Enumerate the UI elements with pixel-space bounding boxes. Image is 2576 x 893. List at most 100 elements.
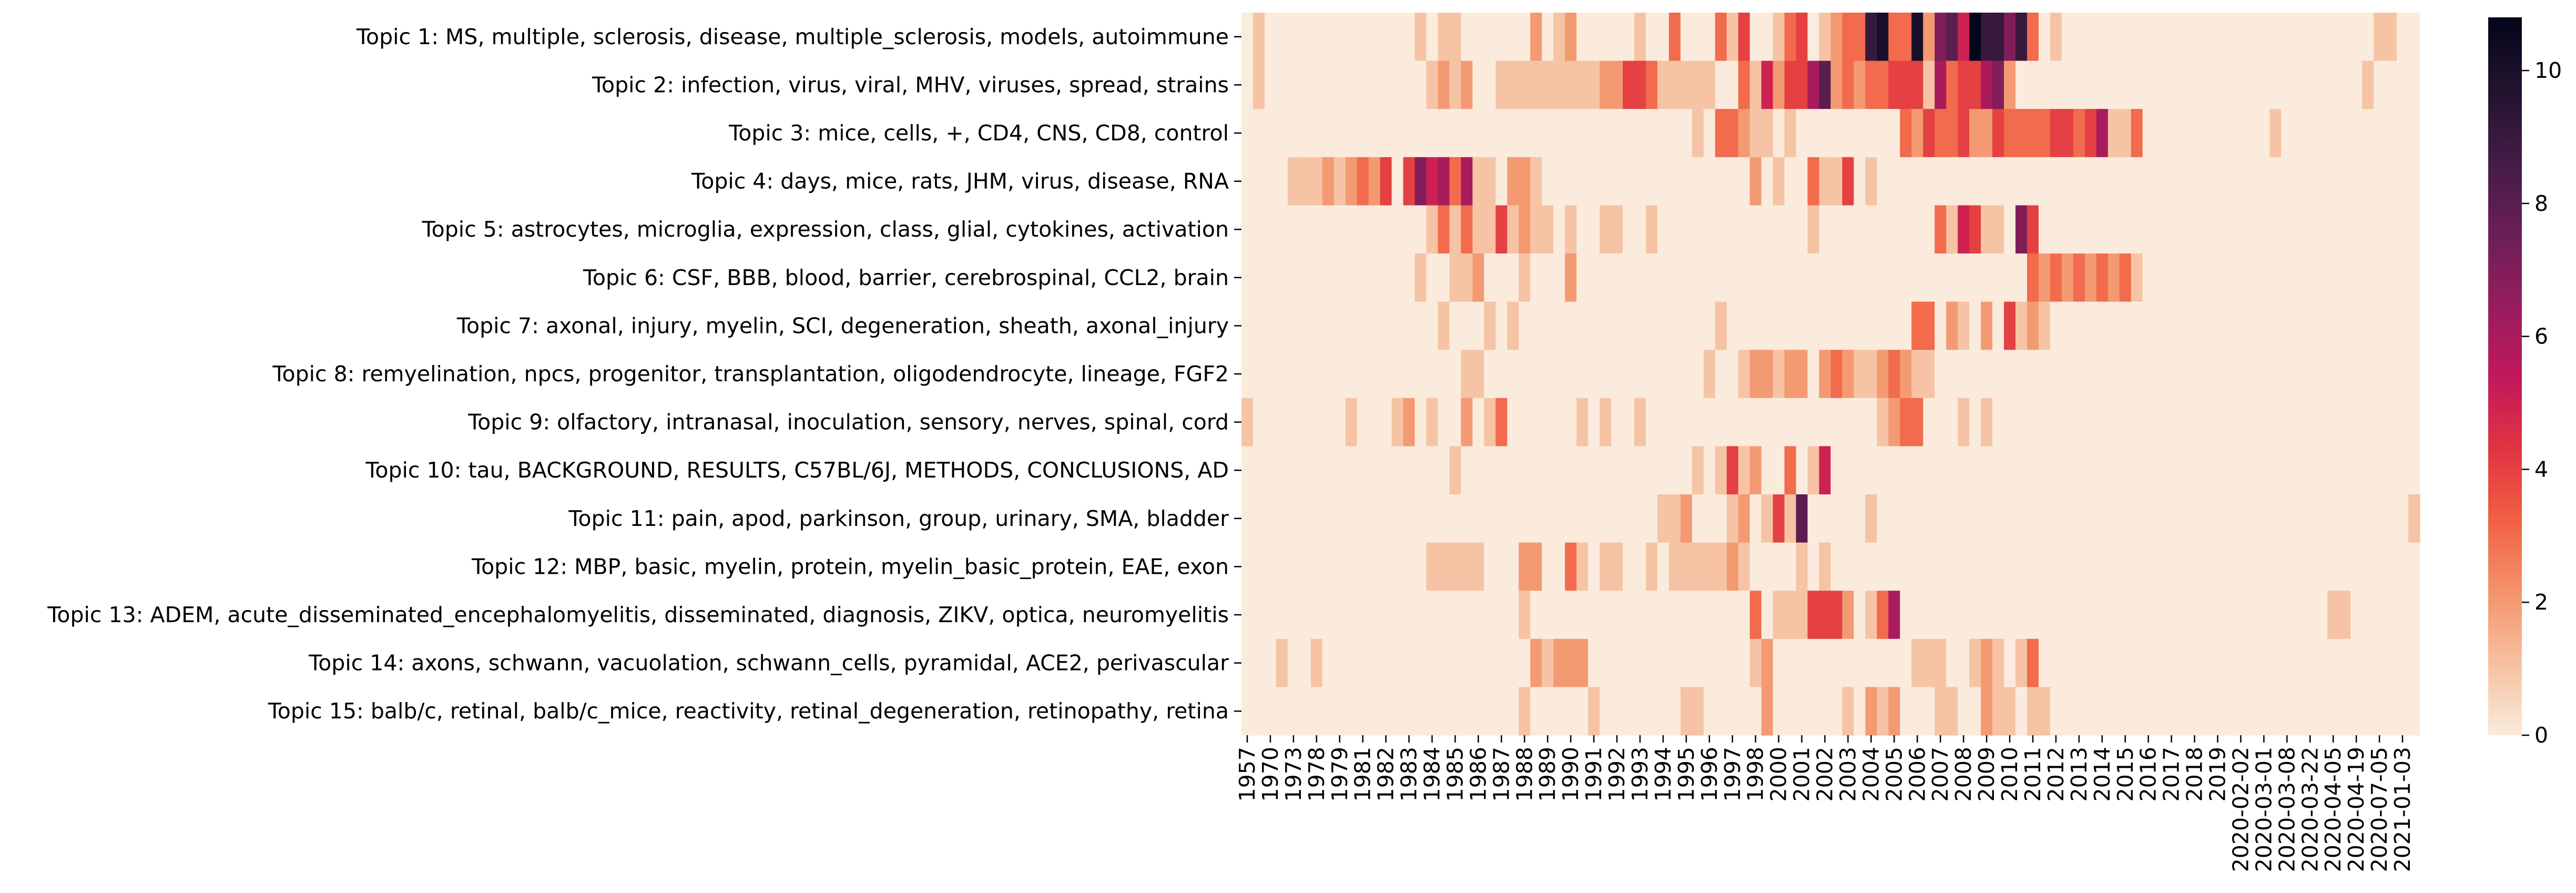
heatmap-cell (2327, 157, 2339, 206)
heatmap-cell (2073, 494, 2085, 543)
heatmap-cell (2408, 60, 2420, 109)
heatmap-cell (1241, 542, 1254, 591)
heatmap-cell (1322, 638, 1335, 687)
heatmap-cell (1900, 301, 1912, 350)
heatmap-cell (1773, 109, 1785, 158)
heatmap-cell (2119, 398, 2132, 446)
heatmap-cell (1345, 109, 1358, 158)
heatmap-cell (1992, 446, 2004, 495)
heatmap-cell (1588, 301, 1600, 350)
heatmap-cell (1923, 60, 1935, 109)
heatmap-cell (1299, 13, 1311, 62)
heatmap-cell (1380, 13, 1392, 62)
heatmap-cell (1600, 542, 1612, 591)
heatmap-cell (1322, 494, 1335, 543)
heatmap-cell (2050, 205, 2062, 254)
heatmap-cell (1634, 205, 1646, 254)
heatmap-cell (1600, 398, 1612, 446)
heatmap-cell (2050, 591, 2062, 640)
heatmap-cell (1333, 253, 1346, 302)
x-tick-label: 1957 (1235, 747, 1260, 801)
heatmap-cell (1992, 494, 2004, 543)
heatmap-cell (1553, 398, 1565, 446)
heatmap-cell (1911, 494, 1923, 543)
heatmap-cell (2038, 253, 2051, 302)
heatmap-cell (1819, 253, 1831, 302)
heatmap-cell (1414, 301, 1427, 350)
heatmap-cell (1276, 687, 1288, 736)
heatmap-cell (2050, 109, 2062, 158)
heatmap-cell (1472, 398, 1484, 446)
heatmap-cell (2316, 109, 2328, 158)
heatmap-cell (1310, 157, 1323, 206)
heatmap-cell (1680, 494, 1693, 543)
heatmap-cell (1634, 687, 1646, 736)
heatmap-cell (1969, 591, 1981, 640)
heatmap-cell (1796, 253, 1808, 302)
heatmap-cell (1934, 301, 1947, 350)
heatmap-cell (2061, 542, 2074, 591)
heatmap-cell (1299, 350, 1311, 399)
heatmap-cell (2350, 687, 2363, 736)
heatmap-cell (1738, 157, 1750, 206)
heatmap-cell (1553, 157, 1565, 206)
heatmap-cell (1287, 301, 1300, 350)
x-tick-label: 2020-07-05 (2367, 747, 2392, 872)
heatmap-cell (2408, 205, 2420, 254)
heatmap-cell (1807, 253, 1820, 302)
heatmap-cell (1253, 157, 1265, 206)
heatmap-cell (1484, 60, 1496, 109)
heatmap-cell (2246, 687, 2259, 736)
heatmap-cell (1391, 591, 1404, 640)
heatmap-cell (1403, 446, 1416, 495)
heatmap-cell (1819, 638, 1831, 687)
heatmap-cell (1668, 109, 1681, 158)
heatmap-cell (1934, 205, 1947, 254)
heatmap-cell (1623, 109, 1635, 158)
heatmap-cell (2061, 350, 2074, 399)
heatmap-cell (1287, 591, 1300, 640)
heatmap-cell (1842, 398, 1855, 446)
heatmap-cell (1992, 205, 2004, 254)
heatmap-cell (1368, 446, 1381, 495)
heatmap-cell (1472, 109, 1484, 158)
heatmap-cell (1715, 591, 1727, 640)
heatmap-cell (2015, 13, 2028, 62)
heatmap-cell (1819, 350, 1831, 399)
heatmap-cell (2154, 13, 2166, 62)
heatmap-cell (1958, 109, 1970, 158)
heatmap-cell (1773, 60, 1785, 109)
heatmap-cell (2223, 109, 2236, 158)
heatmap-cell (1438, 446, 1450, 495)
heatmap-cell (1969, 638, 1981, 687)
heatmap-cell (2131, 638, 2143, 687)
heatmap-cell (2038, 350, 2051, 399)
heatmap-cell (1611, 109, 1623, 158)
heatmap-cell (2084, 591, 2097, 640)
heatmap-cell (1911, 109, 1923, 158)
heatmap-cell (2142, 542, 2155, 591)
heatmap-cell (2246, 301, 2259, 350)
heatmap-cell (1807, 109, 1820, 158)
heatmap-cell (2084, 157, 2097, 206)
heatmap-cell (1703, 542, 1716, 591)
heatmap-cell (1299, 446, 1311, 495)
heatmap-cell (2119, 446, 2132, 495)
x-tick-label: 1985 (1442, 747, 1468, 801)
heatmap-cell (2038, 398, 2051, 446)
heatmap-cell (2258, 109, 2270, 158)
heatmap-cell (1911, 60, 1923, 109)
heatmap-cell (1761, 301, 1774, 350)
heatmap-cell (2188, 591, 2201, 640)
heatmap-cell (1253, 542, 1265, 591)
heatmap-cell (1357, 591, 1369, 640)
heatmap-cell (2061, 60, 2074, 109)
heatmap-cell (1276, 591, 1288, 640)
heatmap-cell (1877, 157, 1889, 206)
heatmap-cell (1368, 638, 1381, 687)
heatmap-cell (1519, 542, 1531, 591)
heatmap-cell (1819, 205, 1831, 254)
heatmap-cell (1854, 398, 1866, 446)
heatmap-cell (2073, 60, 2085, 109)
